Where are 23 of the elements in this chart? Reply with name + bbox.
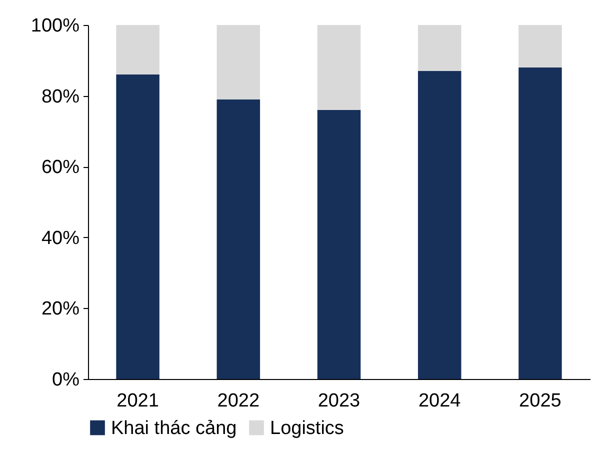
bar bbox=[518, 25, 562, 68]
bar bbox=[418, 25, 462, 72]
x-tick-label: 2021 bbox=[116, 390, 159, 412]
bar bbox=[216, 25, 260, 100]
y-tick-label: 0% bbox=[52, 370, 80, 390]
y-tick-label: 20% bbox=[41, 298, 80, 320]
bar bbox=[317, 25, 361, 110]
y-tick-label: 40% bbox=[41, 228, 80, 249]
bar bbox=[116, 74, 160, 379]
x-tick-label: 2025 bbox=[519, 390, 562, 412]
bar bbox=[518, 67, 562, 379]
x-tick-label: 2024 bbox=[418, 390, 462, 412]
x-tick-label: 2023 bbox=[318, 390, 360, 412]
bar bbox=[418, 71, 462, 379]
y-tick-label: 80% bbox=[41, 86, 80, 108]
legend-label: Khai thác cảng bbox=[111, 418, 237, 439]
y-tick-label: 100% bbox=[30, 16, 80, 36]
bar bbox=[216, 99, 260, 379]
x-tick-label: 2022 bbox=[217, 390, 260, 412]
y-tick-label: 60% bbox=[41, 157, 80, 178]
legend-label: Logistics bbox=[270, 418, 344, 439]
bar bbox=[116, 25, 160, 75]
bar bbox=[317, 110, 361, 379]
